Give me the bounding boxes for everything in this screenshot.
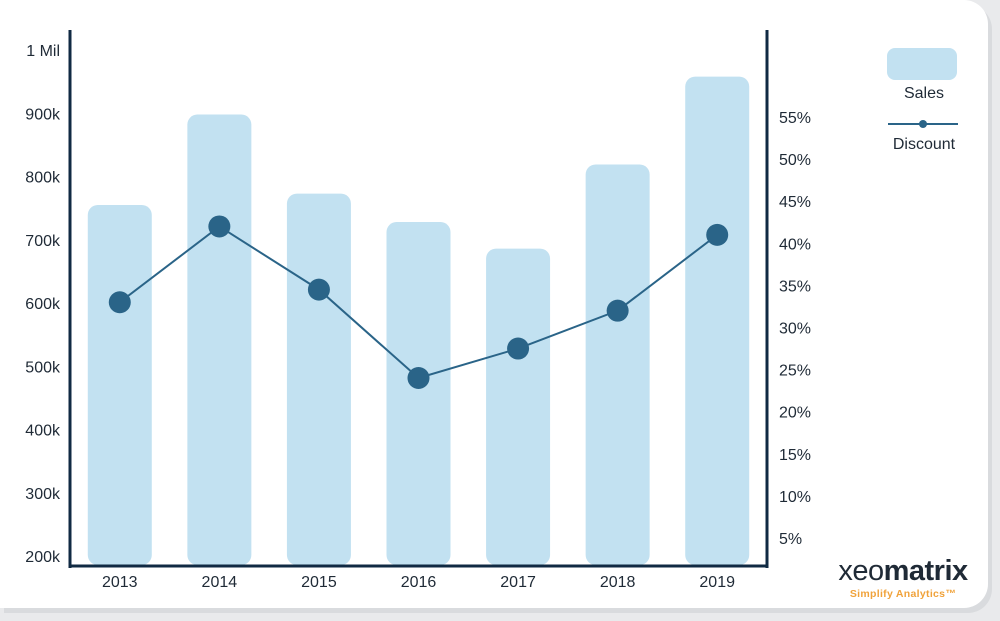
- y-left-tick-label: 200k: [25, 549, 61, 566]
- y-left-tick-label: 300k: [25, 486, 61, 503]
- x-tick-label: 2016: [401, 574, 437, 591]
- legend-sales-label: Sales: [903, 85, 945, 102]
- y-right-tick-label: 50%: [779, 152, 811, 169]
- chart-card: 200k 300k 400k 500k 600k 700k 800k 900k 1 Mil 5% 1…: [0, 0, 988, 608]
- logo-word-light: xeo: [838, 555, 884, 587]
- sales-bar-2013: [87, 204, 152, 565]
- sales-bar-2019: [685, 76, 750, 565]
- sales-bar-2015: [286, 193, 351, 565]
- discount-point-2016: [407, 367, 430, 390]
- y-right-tick-label: 20%: [779, 405, 811, 422]
- x-tick-label: 2015: [301, 574, 337, 591]
- y-left-tick-label: 1 Mil: [26, 43, 60, 60]
- sales-bar-2017: [486, 248, 551, 566]
- x-tick-label: 2017: [500, 574, 536, 591]
- sales-bar-2014: [187, 114, 252, 565]
- x-tick-label: 2019: [699, 574, 735, 591]
- discount-point-2013: [108, 291, 131, 314]
- y-right-tick-label: 25%: [779, 363, 811, 380]
- y-left-tick-label: 900k: [25, 106, 61, 123]
- xeomatrix-logo: xeomatrix Simplify Analytics™: [818, 556, 988, 600]
- discount-point-2015: [307, 278, 330, 301]
- logo-tagline: Simplify Analytics™: [849, 588, 957, 600]
- y-left-tick-label: 700k: [25, 233, 61, 250]
- x-tick-label: 2018: [600, 574, 636, 591]
- sales-bar-2018: [585, 164, 650, 566]
- discount-point-2019: [706, 223, 729, 246]
- y-right-tick-label: 15%: [779, 447, 811, 464]
- logo-word-bold: matrix: [883, 555, 969, 587]
- y-right-tick-label: 10%: [779, 489, 811, 506]
- legend-discount-label: Discount: [892, 136, 956, 153]
- y-left-tick-label: 600k: [25, 296, 61, 313]
- discount-point-2014: [208, 215, 231, 238]
- legend-discount-marker: [870, 117, 978, 131]
- discount-point-2017: [507, 337, 530, 360]
- legend: Sales Discount: [870, 48, 978, 154]
- x-tick-label: 2013: [102, 574, 138, 591]
- y-right-tick-label: 30%: [779, 321, 811, 338]
- y-left-tick-label: 800k: [25, 170, 61, 187]
- y-right-tick-label: 5%: [779, 531, 802, 548]
- x-tick-label: 2014: [202, 574, 238, 591]
- y-right-tick-label: 40%: [779, 236, 811, 253]
- discount-point-2018: [606, 299, 629, 322]
- legend-sales-swatch: [887, 48, 957, 80]
- sales-bar-2016: [386, 222, 451, 566]
- y-left-tick-label: 400k: [25, 423, 61, 440]
- y-left-tick-label: 500k: [25, 359, 61, 376]
- y-right-tick-label: 55%: [779, 110, 811, 127]
- y-right-tick-label: 35%: [779, 278, 811, 295]
- y-right-tick-label: 45%: [779, 194, 811, 211]
